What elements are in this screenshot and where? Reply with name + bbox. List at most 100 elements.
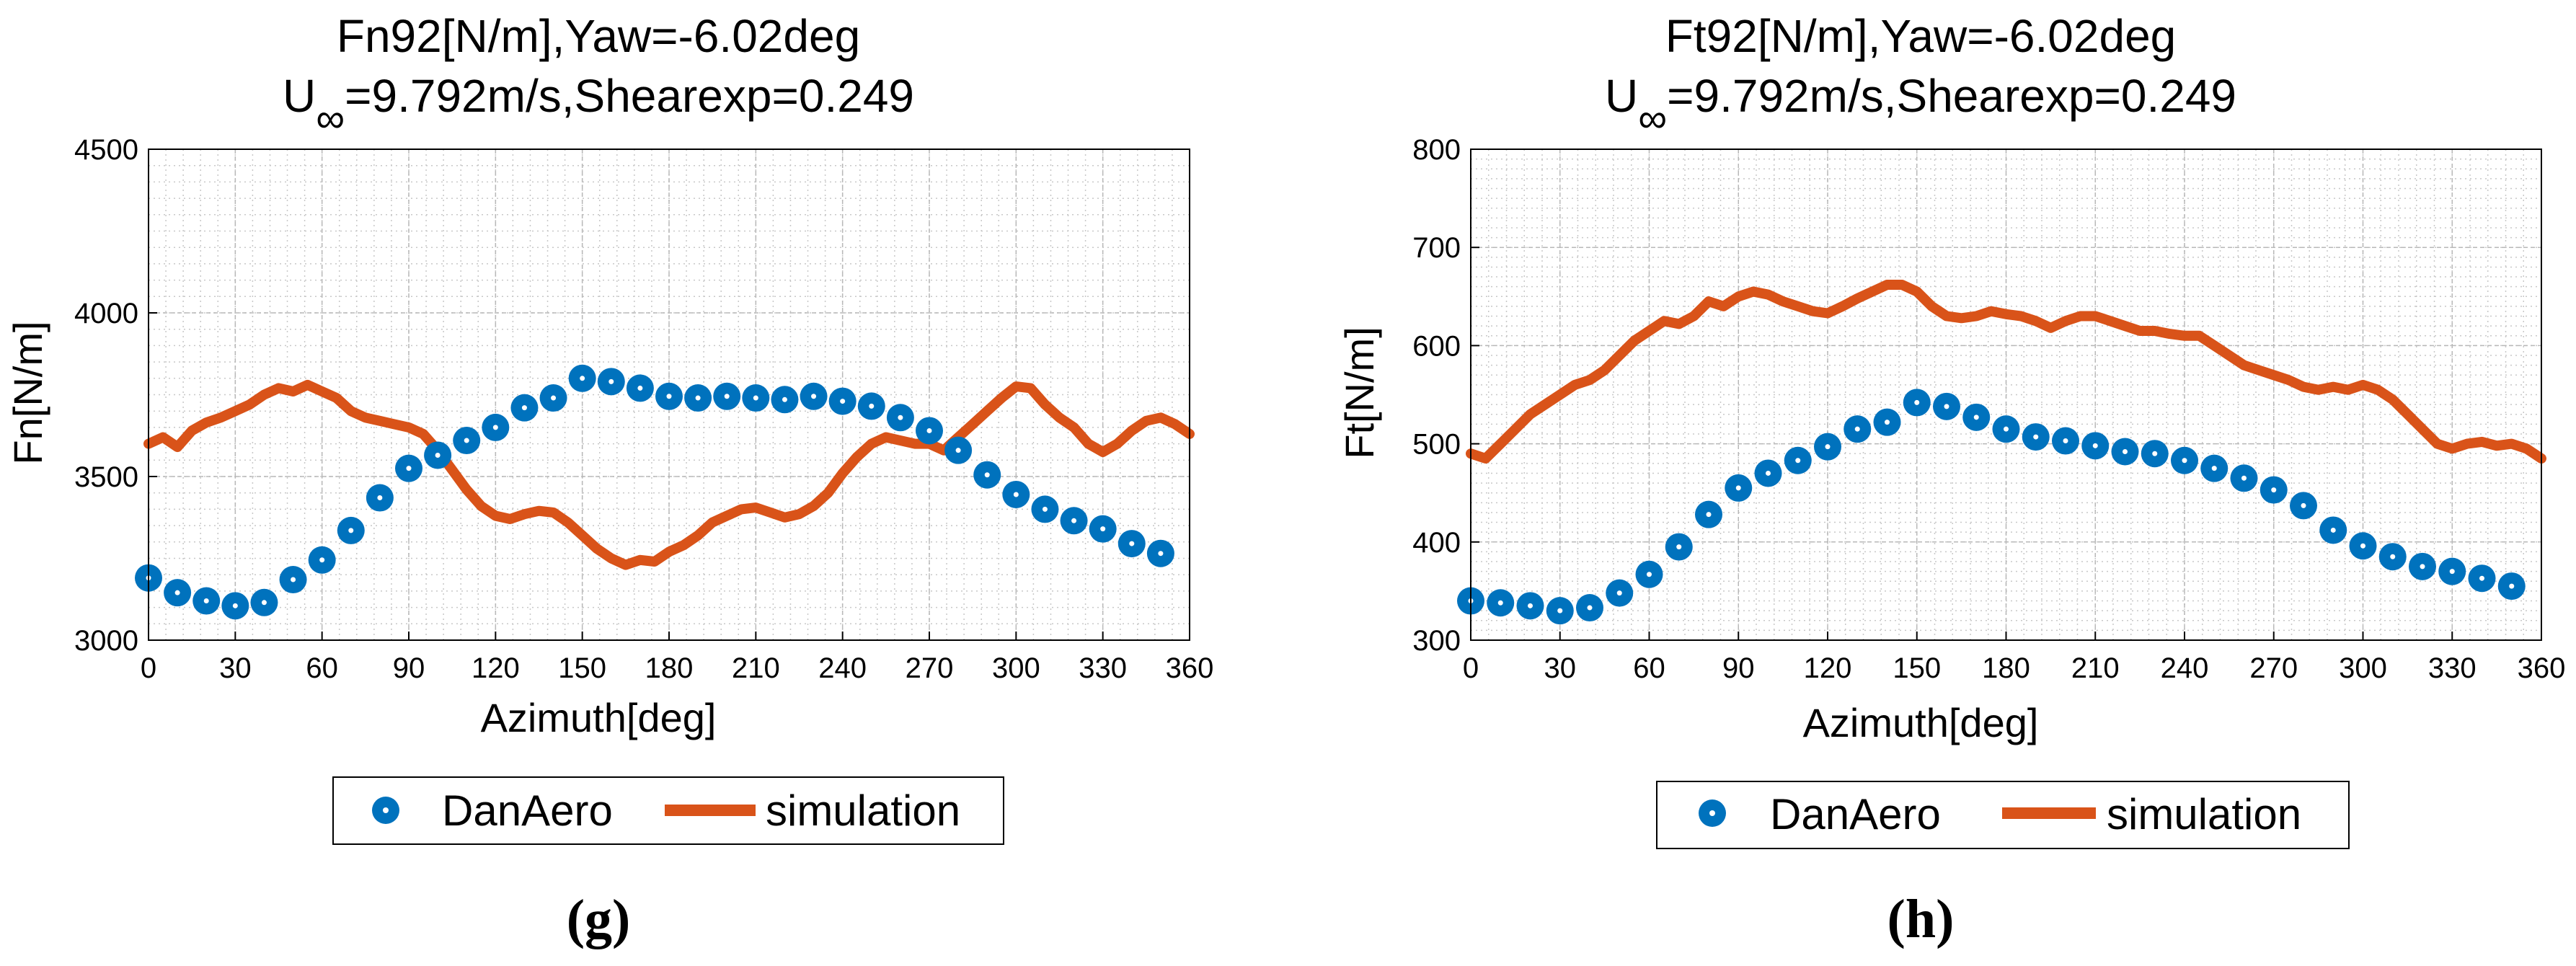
data-point-danaero-center [2182, 458, 2187, 464]
x-tick-label: 90 [393, 652, 425, 684]
data-point-danaero-center [2360, 543, 2365, 549]
data-point-danaero-center [666, 394, 672, 399]
data-point-danaero-center [2033, 434, 2039, 440]
data-point-danaero [1635, 560, 1663, 588]
data-point-danaero [626, 374, 654, 402]
x-tick-label: 180 [645, 652, 694, 684]
data-point-danaero [2081, 432, 2110, 460]
data-point-danaero [308, 546, 336, 574]
data-point-danaero [1962, 403, 1991, 431]
x-tick-label: 270 [906, 652, 954, 684]
x-tick-label: 300 [2339, 652, 2387, 684]
data-point-danaero-center [2390, 554, 2396, 559]
data-point-danaero [2230, 464, 2258, 492]
chart-ft: Ft92[N/m],Yaw=-6.02deg U∞=9.792m/s,Shear… [1337, 10, 2565, 949]
data-point-danaero-center [898, 415, 903, 420]
data-point-danaero-center [2092, 443, 2098, 448]
data-point-danaero-center [1944, 404, 1949, 409]
data-point-danaero-center [2241, 475, 2247, 481]
y-tick-label: 800 [1412, 134, 1461, 166]
data-point-danaero [1117, 530, 1146, 558]
data-point-danaero [1844, 415, 1872, 443]
data-point-danaero [1725, 474, 1753, 502]
data-point-danaero [395, 454, 422, 482]
data-point-danaero-center [1100, 526, 1106, 532]
y-axis-label: Fn[N/m] [5, 321, 50, 464]
legend-danaero-marker-dot [383, 807, 389, 813]
data-point-danaero [944, 436, 973, 464]
x-tick-label: 210 [2071, 652, 2120, 684]
plot-area [135, 149, 1195, 641]
chart-title-line2: U∞=9.792m/s,Shearexp=0.249 [1605, 70, 2236, 141]
data-point-danaero-center [580, 376, 585, 381]
data-point-danaero [1784, 446, 1812, 474]
data-point-danaero-center [2301, 502, 2306, 508]
data-point-danaero [1546, 597, 1574, 625]
y-tick-label: 500 [1412, 429, 1461, 461]
legend-danaero-label: DanAero [1770, 790, 1941, 838]
x-tick-label: 330 [1079, 652, 1127, 684]
x-tick-label: 30 [219, 652, 252, 684]
data-point-danaero [2290, 492, 2317, 520]
data-point-danaero [510, 394, 539, 422]
series-simulation-line [143, 379, 1195, 570]
data-point-danaero [973, 461, 1001, 489]
data-point-danaero-center [551, 395, 557, 401]
data-point-danaero [539, 384, 567, 412]
data-point-danaero-center [1042, 506, 1048, 512]
data-point-danaero-center [1129, 541, 1135, 546]
data-point-danaero [2259, 476, 2288, 504]
x-tick-label: 0 [141, 652, 156, 684]
data-point-danaero-center [232, 603, 238, 608]
panel-label-h: (h) [1887, 889, 1955, 949]
legend-simulation-label: simulation [766, 786, 960, 835]
series-simulation-line [1466, 280, 2546, 464]
data-point-danaero-center [1973, 415, 1979, 420]
legend-danaero-label: DanAero [442, 786, 613, 835]
data-point-danaero [192, 587, 221, 615]
data-point-danaero [1665, 533, 1693, 561]
data-point-danaero [2171, 446, 2198, 474]
y-tick-label: 4000 [74, 298, 138, 329]
data-point-danaero-center [261, 600, 267, 606]
x-tick-label: 270 [2249, 652, 2298, 684]
y-axis-label: Ft[N/m] [1337, 327, 1382, 459]
data-point-danaero [1031, 495, 1059, 523]
data-point-danaero-center [2004, 426, 2009, 432]
data-point-danaero [800, 382, 828, 410]
data-point-danaero-center [984, 472, 990, 478]
data-point-danaero-center [174, 590, 180, 595]
data-point-danaero [1992, 415, 2020, 443]
data-point-danaero-center [840, 399, 846, 404]
data-point-danaero [1933, 392, 1960, 420]
data-point-danaero-center [2152, 451, 2158, 456]
data-point-danaero-center [724, 394, 730, 399]
data-point-danaero [2349, 532, 2377, 560]
x-tick-label: 90 [1722, 652, 1755, 684]
data-point-danaero-center [203, 598, 209, 604]
data-point-danaero-center [521, 405, 527, 411]
data-point-danaero-center [1616, 590, 1622, 596]
data-point-danaero [597, 368, 625, 396]
x-tick-label: 120 [1804, 652, 1852, 684]
y-tick-label: 4500 [74, 134, 138, 166]
y-tick-label: 400 [1412, 527, 1461, 559]
data-point-danaero [2052, 427, 2079, 455]
data-point-danaero-center [1158, 551, 1164, 557]
data-point-danaero [279, 566, 307, 594]
data-point-danaero-center [1647, 572, 1652, 577]
data-point-danaero-center [753, 395, 758, 401]
x-tick-label: 360 [2518, 652, 2566, 684]
data-point-danaero-center [2271, 487, 2277, 493]
y-tick-label: 3000 [74, 625, 138, 657]
grid [1470, 149, 2542, 641]
data-point-danaero [828, 387, 857, 415]
x-axis-label: Azimuth[deg] [481, 695, 717, 740]
data-point-danaero [2022, 423, 2050, 451]
data-point-danaero-center [406, 466, 412, 471]
data-point-danaero-center [2479, 575, 2484, 581]
data-point-danaero-center [811, 394, 817, 399]
data-point-danaero-center [869, 403, 875, 409]
legend: DanAero simulation [332, 776, 1004, 845]
